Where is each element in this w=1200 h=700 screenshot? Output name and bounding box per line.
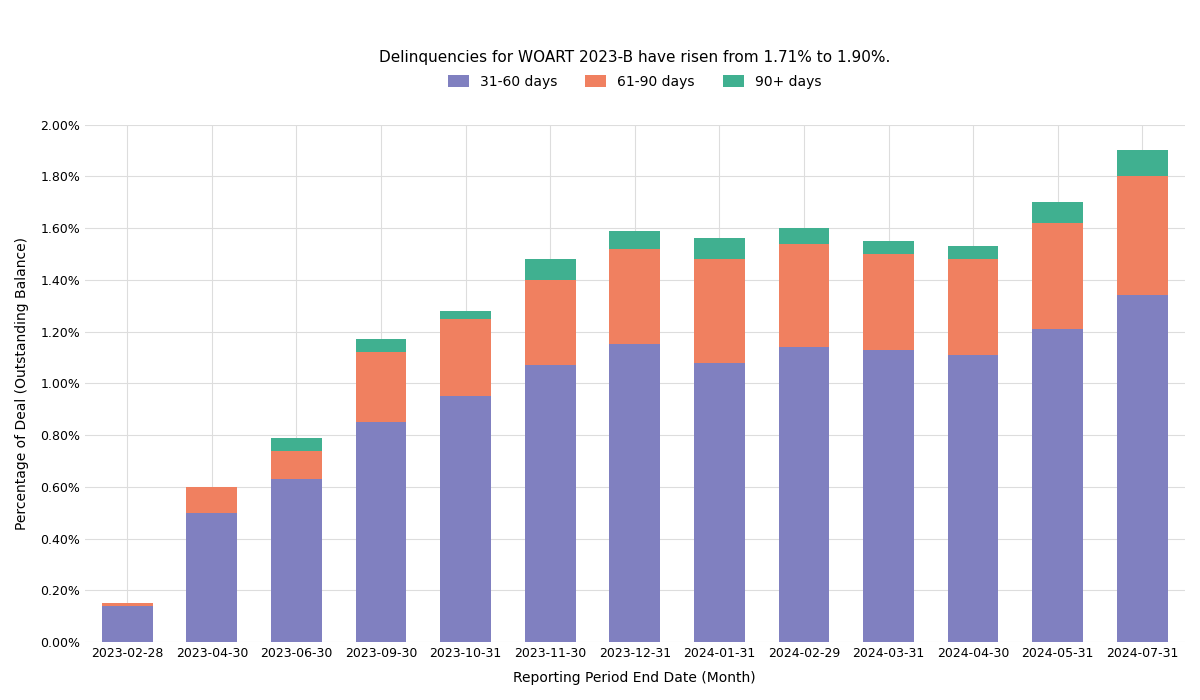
- Bar: [355, 422, 407, 642]
- Bar: [694, 259, 745, 363]
- Bar: [948, 246, 998, 259]
- Bar: [948, 259, 998, 355]
- Y-axis label: Percentage of Deal (Outstanding Balance): Percentage of Deal (Outstanding Balance): [16, 237, 29, 530]
- Bar: [863, 241, 914, 254]
- Bar: [863, 254, 914, 349]
- Bar: [610, 248, 660, 344]
- Bar: [440, 311, 491, 318]
- Bar: [1117, 176, 1168, 295]
- Bar: [440, 318, 491, 396]
- Title: Delinquencies for WOART 2023-B have risen from 1.71% to 1.90%.: Delinquencies for WOART 2023-B have rise…: [379, 50, 890, 65]
- Bar: [779, 347, 829, 642]
- Legend: 31-60 days, 61-90 days, 90+ days: 31-60 days, 61-90 days, 90+ days: [443, 69, 827, 94]
- Bar: [186, 512, 238, 642]
- Bar: [271, 451, 322, 479]
- Bar: [271, 479, 322, 642]
- Bar: [355, 352, 407, 422]
- Bar: [102, 606, 152, 642]
- X-axis label: Reporting Period End Date (Month): Reporting Period End Date (Month): [514, 671, 756, 685]
- Bar: [1032, 329, 1084, 642]
- Bar: [694, 239, 745, 259]
- Bar: [1032, 223, 1084, 329]
- Bar: [610, 344, 660, 642]
- Bar: [694, 363, 745, 642]
- Bar: [1032, 202, 1084, 223]
- Bar: [948, 355, 998, 642]
- Bar: [779, 228, 829, 244]
- Bar: [863, 349, 914, 642]
- Bar: [271, 438, 322, 451]
- Bar: [440, 396, 491, 642]
- Bar: [186, 486, 238, 512]
- Bar: [524, 280, 576, 365]
- Bar: [524, 365, 576, 642]
- Bar: [1117, 150, 1168, 176]
- Bar: [1117, 295, 1168, 642]
- Bar: [524, 259, 576, 280]
- Bar: [355, 340, 407, 352]
- Bar: [610, 230, 660, 248]
- Bar: [779, 244, 829, 347]
- Bar: [102, 603, 152, 606]
